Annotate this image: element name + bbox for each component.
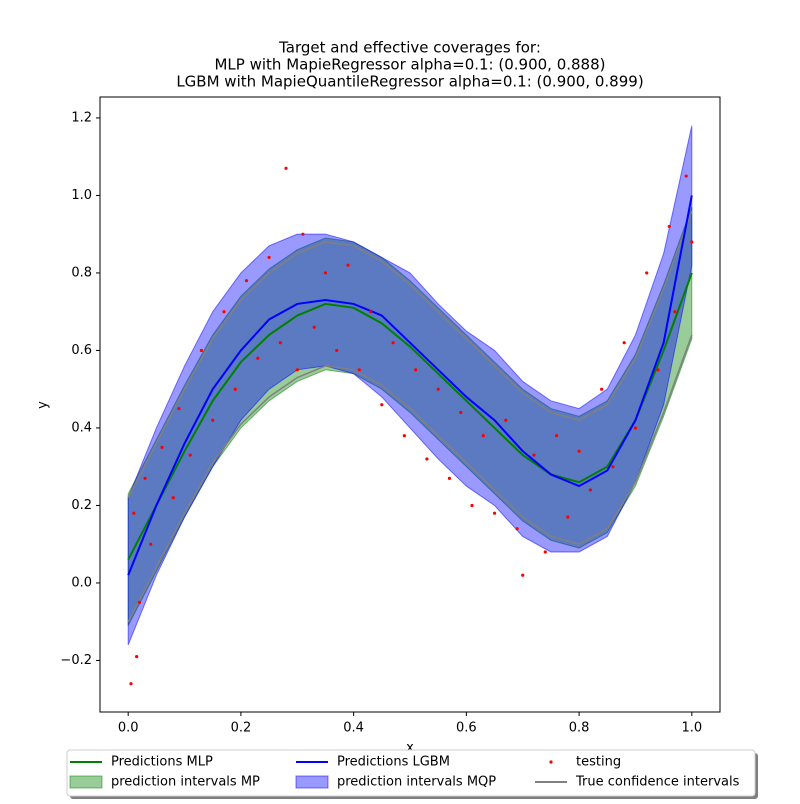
- test-point: [295, 368, 299, 372]
- test-point: [481, 434, 485, 438]
- test-point: [380, 403, 384, 407]
- test-point: [532, 453, 536, 457]
- legend-box: [66, 749, 756, 797]
- test-point: [554, 434, 559, 438]
- test-point: [391, 341, 395, 345]
- test-point: [600, 387, 604, 391]
- test-point: [323, 271, 328, 275]
- test-point: [143, 476, 147, 480]
- chart-title: LGBM with MapieQuantileRegressor alpha=0…: [176, 73, 643, 91]
- test-point: [256, 356, 260, 360]
- test-point: [335, 348, 339, 353]
- test-point: [233, 387, 237, 391]
- x-tick-label: 0.4: [343, 721, 364, 736]
- test-point: [515, 527, 519, 531]
- y-tick-label: 0.4: [71, 420, 92, 435]
- test-point: [368, 310, 373, 314]
- legend-swatch: [549, 760, 553, 764]
- test-point: [357, 368, 361, 372]
- test-point: [566, 515, 570, 519]
- confidence-line: [127, 210, 693, 499]
- prediction-band: [127, 206, 693, 626]
- test-point: [504, 418, 508, 422]
- chart-title: Target and effective coverages for:: [278, 39, 541, 57]
- test-point: [222, 310, 226, 314]
- test-point: [301, 232, 305, 236]
- chart-title: MLP with MapieRegressor alpha=0.1: (0.90…: [214, 56, 605, 74]
- test-point: [447, 476, 452, 480]
- prediction-line: [127, 272, 693, 561]
- test-point: [137, 600, 142, 604]
- test-point: [492, 511, 497, 515]
- y-axis-label: y: [36, 401, 51, 409]
- test-point: [267, 255, 271, 260]
- x-tick-label: 1.0: [681, 721, 702, 736]
- test-point: [211, 418, 215, 422]
- y-tick-label: 0.0: [71, 575, 92, 590]
- legend-swatch: [69, 775, 103, 789]
- test-point: [667, 224, 671, 229]
- y-tick-label: −0.2: [60, 653, 92, 668]
- test-point: [132, 511, 136, 515]
- legend-label: prediction intervals MQP: [337, 775, 496, 790]
- x-tick-label: 0.2: [231, 721, 252, 736]
- legend-swatch: [295, 775, 329, 789]
- test-point: [244, 279, 249, 283]
- title-group: Target and effective coverages for: MLP …: [176, 39, 643, 91]
- legend-label: testing: [576, 755, 621, 770]
- test-point: [673, 310, 677, 314]
- legend-label: prediction intervals MP: [111, 775, 260, 790]
- test-point: [402, 434, 406, 438]
- x-tick-label: 0.6: [456, 721, 477, 736]
- test-point: [160, 445, 164, 449]
- test-point: [656, 368, 660, 372]
- test-point: [588, 488, 592, 492]
- test-point: [149, 542, 153, 546]
- legend-label: True confidence intervals: [575, 775, 740, 790]
- x-tick-label: 0.8: [569, 721, 590, 736]
- y-tick-label: 1.2: [71, 110, 92, 125]
- y-tick-label: 1.0: [71, 188, 92, 203]
- test-point: [425, 457, 429, 461]
- legend-label: Predictions LGBM: [337, 755, 450, 770]
- test-point: [436, 387, 440, 391]
- y-tick-label: 0.2: [71, 498, 92, 513]
- y-tick-label: 0.6: [71, 343, 92, 358]
- test-point: [622, 341, 626, 345]
- x-tick-label: 0.0: [118, 721, 139, 736]
- test-point: [577, 449, 581, 453]
- test-point: [135, 654, 139, 659]
- test-point: [690, 240, 694, 244]
- test-point: [284, 166, 288, 170]
- plot-area: [127, 125, 694, 686]
- test-point: [633, 426, 638, 430]
- axes-frame: [99, 96, 721, 713]
- test-point: [611, 465, 615, 469]
- test-point: [645, 271, 649, 275]
- y-tick-label: 0.8: [71, 265, 92, 280]
- test-point: [521, 573, 525, 577]
- legend-label: Predictions MLP: [111, 755, 213, 770]
- test-point: [470, 503, 474, 508]
- test-point: [278, 341, 282, 345]
- test-point: [129, 682, 133, 686]
- test-point: [346, 263, 350, 267]
- test-point: [171, 496, 175, 500]
- test-point: [177, 406, 181, 411]
- test-point: [199, 348, 204, 353]
- test-point: [459, 410, 463, 415]
- test-point: [414, 368, 418, 372]
- prediction-line: [127, 195, 693, 576]
- confidence-line: [127, 334, 693, 623]
- test-point: [312, 325, 316, 329]
- legend: Predictions MLP prediction intervals MP Pr…: [66, 749, 758, 799]
- test-point: [188, 453, 192, 457]
- test-point: [684, 174, 688, 178]
- x-axis-label: x: [406, 741, 414, 756]
- test-point: [543, 550, 547, 554]
